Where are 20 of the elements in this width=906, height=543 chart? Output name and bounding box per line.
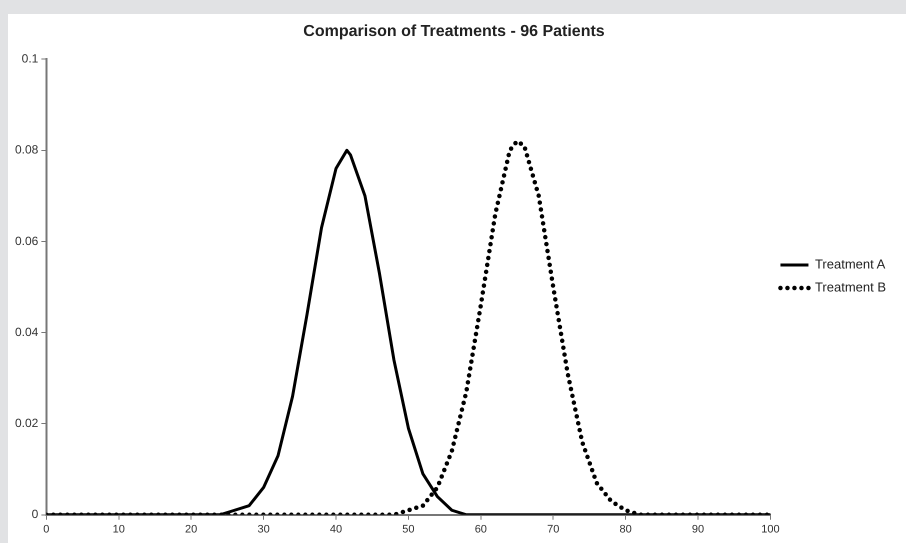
y-tick-label: 0.06 bbox=[14, 234, 39, 248]
x-tick-label: 30 bbox=[257, 523, 270, 536]
x-tick-label: 20 bbox=[185, 523, 198, 536]
chart-title: Comparison of Treatments - 96 Patients bbox=[303, 23, 605, 40]
x-tick-label: 80 bbox=[620, 523, 632, 536]
legend-label: Treatment A bbox=[814, 256, 886, 272]
y-tick-label: 0.04 bbox=[14, 324, 39, 339]
x-tick-label: 40 bbox=[330, 523, 342, 536]
x-tick-label: 50 bbox=[402, 523, 415, 536]
x-tick-label: 100 bbox=[761, 523, 780, 536]
y-tick-label: 0.1 bbox=[22, 52, 39, 66]
y-tick-label: 0.08 bbox=[14, 142, 39, 157]
x-tick-label: 10 bbox=[112, 523, 125, 536]
legend-label: Treatment B bbox=[814, 280, 886, 295]
x-tick-label: 60 bbox=[474, 523, 487, 536]
x-tick-label: 90 bbox=[692, 523, 704, 536]
y-tick-label: 0 bbox=[32, 507, 39, 522]
y-tick-label: 0.02 bbox=[14, 416, 39, 430]
x-tick-label: 70 bbox=[547, 523, 560, 536]
x-tick-label: 0 bbox=[43, 523, 50, 536]
